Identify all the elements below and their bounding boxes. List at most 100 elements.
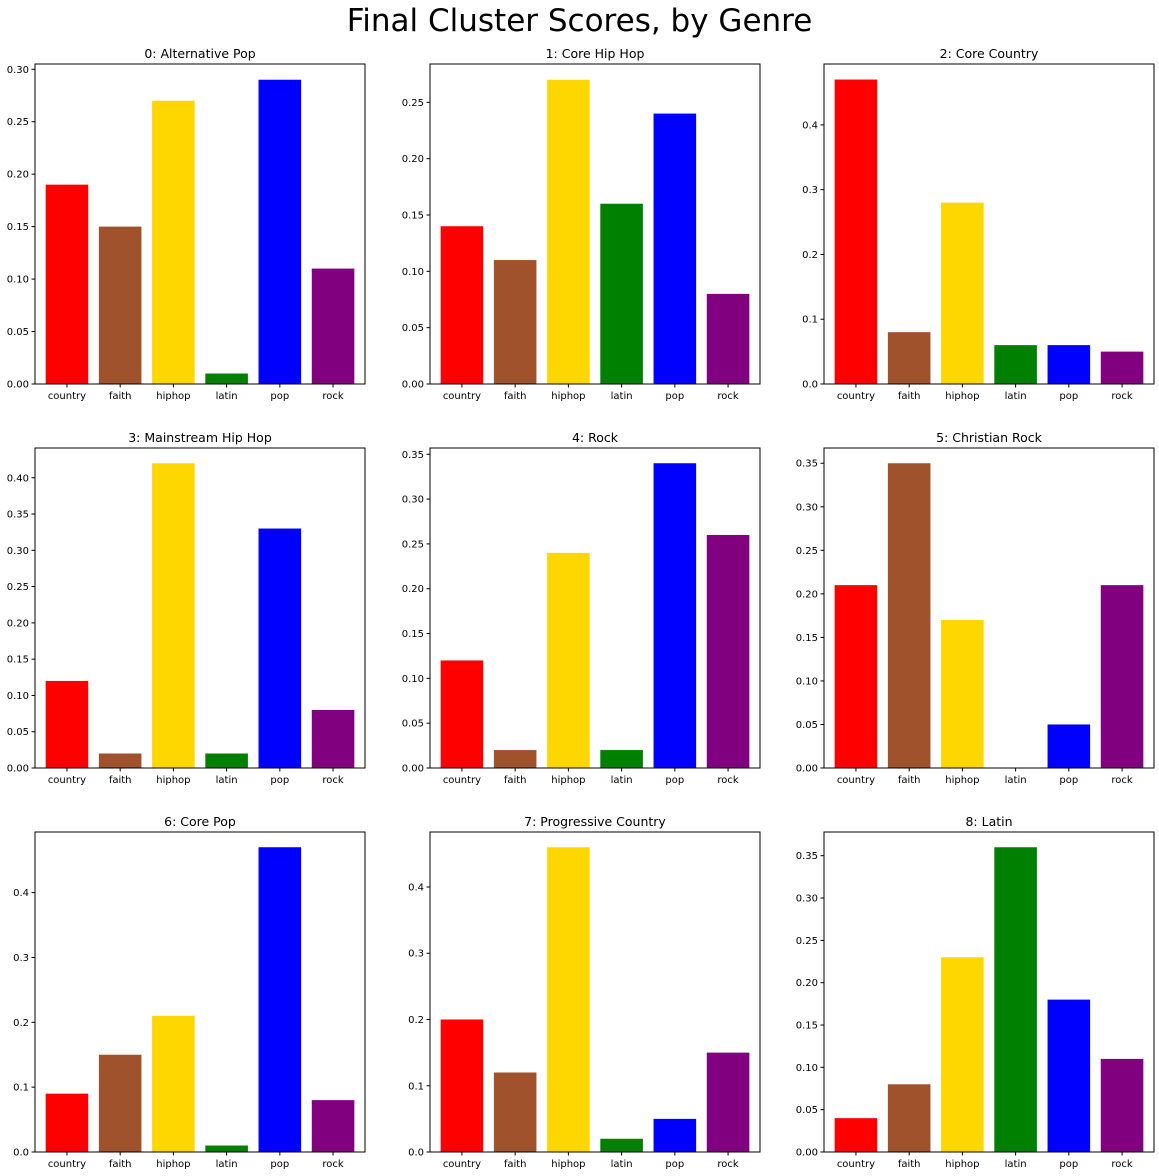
x-tick-label: faith	[898, 391, 921, 402]
y-tick-label: 0.0	[802, 380, 818, 391]
bar-pop	[1047, 345, 1091, 384]
bar-faith	[887, 463, 931, 768]
axes-frame	[34, 831, 366, 1153]
x-tick-label: country	[48, 1159, 86, 1170]
y-tick-label: 0.05	[796, 720, 818, 731]
bar-pop	[653, 463, 697, 768]
y-tick-label: 0.10	[402, 674, 424, 685]
figure-title: Final Cluster Scores, by Genre	[347, 3, 813, 39]
y-tick-label: 0.4	[408, 882, 424, 893]
subplot-3: 3: Mainstream Hip Hop country faith hiphop l…	[7, 430, 366, 786]
x-tick-label: rock	[322, 1159, 344, 1170]
subplot-0: 0: Alternative Pop country faith hiphop lati…	[7, 46, 366, 402]
axes-frame	[429, 63, 761, 385]
x-tick-label: faith	[109, 775, 132, 786]
subplot-4: 4: Rock country faith hiphop latin pop rock 0.0…	[402, 430, 761, 786]
bar-latin	[600, 1138, 643, 1152]
x-tick-label: country	[837, 391, 875, 402]
bar-faith	[887, 1084, 931, 1152]
x-tick-label: rock	[1111, 775, 1133, 786]
x-tick-label: faith	[898, 775, 921, 786]
y-tick-label: 0.2	[408, 1015, 424, 1026]
x-tick-label: country	[48, 775, 86, 786]
bar-latin	[600, 203, 643, 384]
x-tick-label: pop	[270, 1159, 289, 1170]
y-tick-label: 0.10	[7, 691, 29, 702]
bar-pop	[653, 1118, 697, 1152]
y-tick-label: 0.4	[13, 888, 29, 899]
y-tick-label: 0.00	[7, 764, 29, 775]
bar-country	[834, 1118, 878, 1152]
x-tick-label: faith	[504, 775, 527, 786]
subplot-title: 1: Core Hip Hop	[546, 46, 645, 61]
y-tick-label: 0.20	[402, 584, 424, 595]
bar-country	[45, 184, 89, 384]
axes-frame	[429, 831, 761, 1153]
y-tick-label: 0.3	[802, 185, 818, 196]
bar-country	[45, 1093, 89, 1152]
y-tick-label: 0.05	[7, 727, 29, 738]
x-tick-label: pop	[1059, 1159, 1078, 1170]
x-tick-label: rock	[717, 391, 739, 402]
x-tick-label: faith	[504, 1159, 527, 1170]
y-tick-label: 0.30	[402, 495, 424, 506]
subplot-title: 7: Progressive Country	[524, 814, 666, 829]
subplot-title: 8: Latin	[965, 814, 1012, 829]
bar-pop	[1047, 724, 1091, 768]
bar-hiphop	[152, 463, 195, 768]
subplot-5: 5: Christian Rock country faith hiphop latin…	[796, 430, 1155, 786]
subplot-1: 1: Core Hip Hop country faith hiphop latin po…	[402, 46, 761, 402]
y-tick-label: 0.00	[402, 764, 424, 775]
axes-frame	[34, 63, 366, 385]
y-tick-label: 0.0	[408, 1148, 424, 1159]
subplot-title: 6: Core Pop	[164, 814, 236, 829]
y-tick-label: 0.1	[408, 1081, 424, 1092]
bar-hiphop	[941, 619, 984, 768]
bar-rock	[311, 268, 355, 384]
y-tick-label: 0.15	[7, 222, 29, 233]
x-tick-label: faith	[504, 391, 527, 402]
bar-hiphop	[941, 957, 984, 1152]
x-tick-label: faith	[109, 1159, 132, 1170]
y-tick-label: 0.0	[13, 1148, 29, 1159]
bar-latin	[994, 345, 1037, 384]
x-tick-label: country	[48, 391, 86, 402]
y-tick-label: 0.35	[7, 510, 29, 521]
bar-hiphop	[547, 847, 590, 1152]
y-tick-label: 0.2	[802, 250, 818, 261]
bar-hiphop	[152, 1015, 195, 1152]
x-tick-label: country	[837, 1159, 875, 1170]
y-tick-label: 0.20	[796, 589, 818, 600]
bar-pop	[258, 847, 302, 1152]
y-tick-label: 0.25	[7, 117, 29, 128]
bar-faith	[493, 260, 537, 384]
bar-pop	[1047, 999, 1091, 1152]
y-tick-label: 0.1	[802, 315, 818, 326]
y-tick-label: 0.05	[402, 719, 424, 730]
axes-frame	[823, 447, 1155, 769]
x-tick-label: hiphop	[551, 775, 585, 786]
x-tick-label: latin	[216, 391, 238, 402]
x-tick-label: latin	[1005, 775, 1027, 786]
x-tick-label: rock	[322, 775, 344, 786]
y-tick-label: 0.35	[402, 450, 424, 461]
y-tick-label: 0.05	[7, 327, 29, 338]
axes-frame	[34, 447, 366, 769]
bar-latin	[994, 847, 1037, 1152]
bar-rock	[706, 534, 750, 768]
y-tick-label: 0.1	[13, 1083, 29, 1094]
y-tick-label: 0.20	[7, 170, 29, 181]
x-tick-label: latin	[611, 391, 633, 402]
x-tick-label: latin	[216, 775, 238, 786]
bar-latin	[205, 1145, 248, 1152]
x-tick-label: country	[837, 775, 875, 786]
y-tick-label: 0.30	[796, 502, 818, 513]
bar-rock	[1100, 1058, 1144, 1152]
bar-latin	[205, 373, 248, 384]
y-tick-label: 0.05	[402, 323, 424, 334]
bar-pop	[653, 113, 697, 384]
y-tick-label: 0.30	[7, 65, 29, 76]
y-tick-label: 0.20	[796, 978, 818, 989]
x-tick-label: pop	[665, 391, 684, 402]
y-tick-label: 0.10	[796, 676, 818, 687]
